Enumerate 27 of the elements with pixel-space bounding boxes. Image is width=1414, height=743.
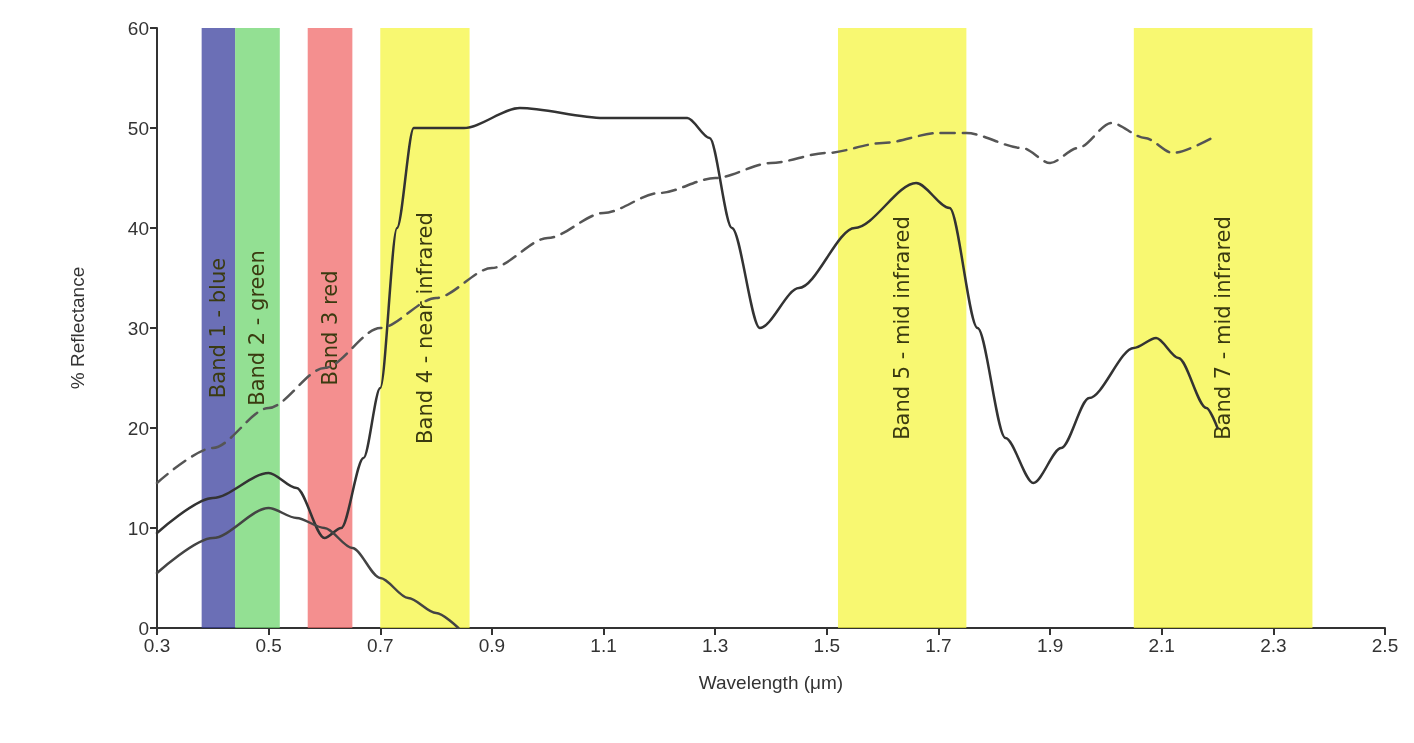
- y-tick-label: 40: [127, 217, 149, 239]
- y-tick-label: 30: [127, 317, 149, 339]
- band-label: Band 4 - near infrared: [412, 212, 437, 444]
- x-axis-title: Wavelength (μm): [698, 672, 844, 693]
- y-axis-title: % Reflectance: [67, 266, 88, 390]
- x-tick-label: 1.5: [813, 635, 841, 656]
- band-label: Band 1 - blue: [206, 257, 231, 399]
- x-tick-label: 1.7: [925, 635, 952, 656]
- x-tick-label: 0.7: [367, 635, 394, 656]
- x-tick-label: 1.9: [1036, 635, 1064, 656]
- x-tick-label: 0.9: [478, 635, 506, 656]
- y-tick-label: 50: [127, 117, 149, 139]
- x-tick-label: 1.1: [590, 635, 617, 656]
- x-tick-label: 2.1: [1148, 635, 1175, 656]
- y-tick-label: 20: [127, 417, 149, 439]
- x-tick-label: 2.3: [1260, 635, 1287, 656]
- y-tick-label: 60: [127, 17, 149, 39]
- band-label: Band 3 red: [318, 270, 343, 386]
- x-tick-label: 2.5: [1371, 635, 1399, 656]
- line-series: [155, 121, 1214, 485]
- y-tick-label: 10: [127, 517, 149, 539]
- band-label: Band 5 - mid infrared: [890, 216, 915, 440]
- x-tick-label: 1.3: [701, 635, 729, 656]
- line-series: [155, 506, 460, 630]
- x-tick-label: 0.5: [255, 635, 282, 656]
- band-label: Band 7 - mid infrared: [1211, 216, 1236, 440]
- band-label: Band 2 - green: [245, 250, 270, 406]
